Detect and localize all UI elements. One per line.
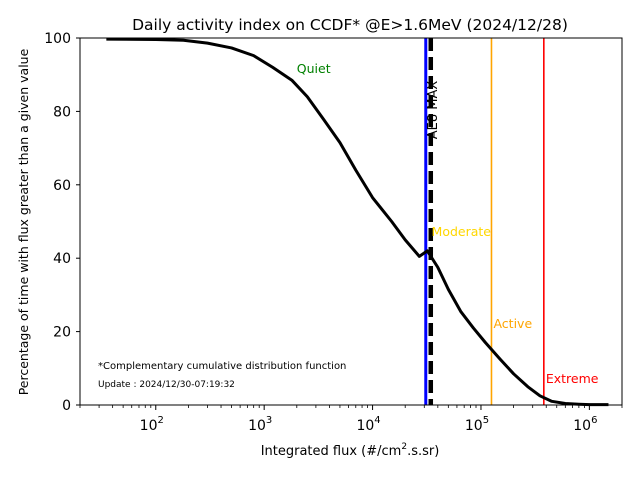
x-tick-label: 102 bbox=[140, 415, 164, 434]
ae8-max-label: AE8 MAX bbox=[426, 81, 441, 140]
quiet-zone-label: Quiet bbox=[297, 61, 331, 76]
y-tick-label: 20 bbox=[53, 325, 71, 341]
plot-area: Active Extreme AE8 MAX Quiet Moderate bbox=[106, 37, 609, 407]
plot-frame bbox=[79, 37, 623, 406]
chart-title: Daily activity index on CCDF* @E>1.6MeV … bbox=[132, 16, 568, 34]
y-axis-label: Percentage of time with flux greater tha… bbox=[16, 48, 31, 395]
active-threshold-label: Active bbox=[493, 316, 532, 331]
axis-ticks: 0 20 40 60 80 100 102 103 104 105 106 bbox=[44, 31, 623, 434]
x-axis-label: Integrated flux (#/cm2.s.sr) bbox=[261, 442, 440, 459]
extreme-threshold-label: Extreme bbox=[546, 371, 599, 386]
moderate-zone-label: Moderate bbox=[432, 224, 492, 239]
y-tick-label: 60 bbox=[53, 178, 71, 194]
update-timestamp: Update : 2024/12/30-07:19:32 bbox=[98, 380, 235, 390]
x-tick-label: 103 bbox=[248, 415, 272, 434]
x-tick-label: 105 bbox=[465, 415, 489, 434]
y-tick-label: 0 bbox=[62, 398, 71, 414]
x-tick-label: 106 bbox=[573, 415, 597, 434]
y-tick-label: 80 bbox=[53, 104, 71, 120]
y-tick-label: 100 bbox=[44, 31, 71, 47]
x-tick-label: 104 bbox=[356, 415, 380, 434]
ccdf-curve bbox=[106, 37, 609, 407]
footnote-text: *Complementary cumulative distribution f… bbox=[98, 361, 346, 372]
y-tick-label: 40 bbox=[53, 251, 71, 267]
